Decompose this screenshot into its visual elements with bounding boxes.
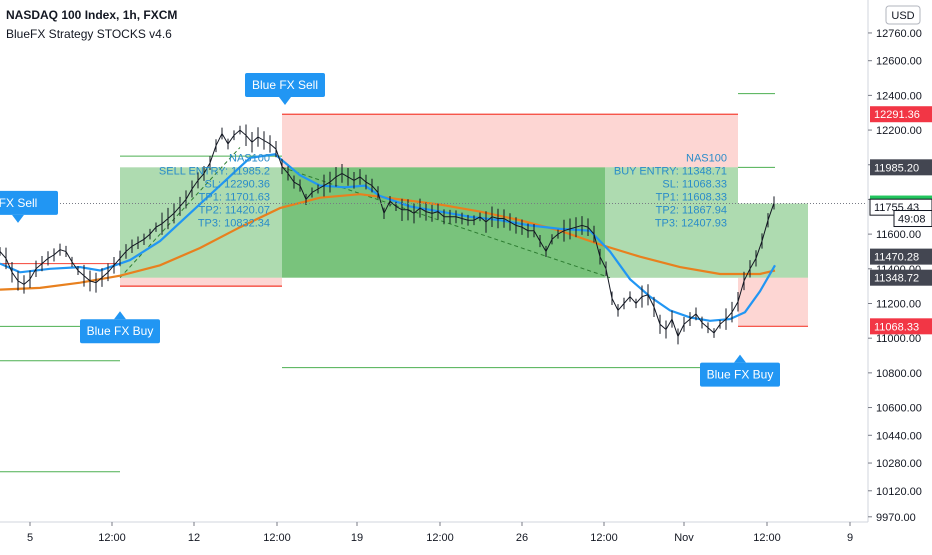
x-tick-label: 12:00 <box>426 532 454 544</box>
price-scale: 12760.0012600.0012400.0012200.0012000.00… <box>867 0 932 550</box>
y-tick-label: 12760.00 <box>876 28 922 40</box>
loss-zone-1 <box>282 114 738 168</box>
currency-box[interactable] <box>885 5 921 25</box>
currency-label: USD <box>891 10 914 22</box>
trade-info-line: TP1: 11701.63 <box>199 191 270 203</box>
blue-moving-average <box>0 153 776 322</box>
y-tick-label: 11600.00 <box>876 229 921 241</box>
trade-info-line: TP3: 10832.34 <box>198 217 270 229</box>
price-tag-label: 11348.72 <box>874 273 919 285</box>
signal-box[interactable] <box>0 190 58 215</box>
price-tag <box>870 318 932 335</box>
loss-zone-0 <box>120 277 282 287</box>
signal-pointer <box>12 214 24 223</box>
profit-zone-0 <box>120 167 282 278</box>
trade-info-line: SL: 12290.36 <box>205 178 270 190</box>
price-tag <box>870 159 932 176</box>
y-tick-label: 10280.00 <box>876 458 922 470</box>
trade-info-line: TP2: 11867.94 <box>656 204 727 216</box>
y-tick-label: 9970.00 <box>876 512 916 524</box>
signal-up[interactable]: Blue FX Buy <box>700 354 780 387</box>
x-tick-label: 12:00 <box>590 532 618 544</box>
y-tick-label: 10120.00 <box>876 486 922 498</box>
trade-info-line: SELL ENTRY: 11985.2 <box>159 165 270 177</box>
trade-info-line: TP1: 11608.33 <box>656 191 727 203</box>
signal-box[interactable] <box>700 362 780 387</box>
signal-pointer <box>734 354 746 363</box>
x-tick-label: Nov <box>674 532 694 544</box>
trade-info-line: SL: 11068.33 <box>662 178 727 190</box>
countdown-label: 49:08 <box>898 214 926 226</box>
trade-info-line: TP2: 11420.07 <box>199 204 270 216</box>
price-tag <box>870 248 932 265</box>
signal-pointer <box>114 311 126 320</box>
signal-text: FX Sell <box>0 196 37 210</box>
price-series <box>0 124 775 345</box>
indicator-title: BlueFX Strategy STOCKS v4.6 <box>6 27 172 41</box>
y-tick-label: 10600.00 <box>876 403 922 415</box>
y-tick-label: 12600.00 <box>876 56 922 68</box>
price-tag <box>870 269 932 286</box>
x-tick-label: 9 <box>847 532 853 544</box>
blue-ma-line <box>0 153 776 322</box>
trade-info-line: NAS100 <box>686 152 727 164</box>
y-tick-label: 12400.00 <box>876 90 922 102</box>
signal-down[interactable]: FX Sell <box>0 190 58 223</box>
signal-down[interactable]: Blue FX Sell <box>245 72 325 105</box>
x-tick-label: 12:00 <box>263 532 291 544</box>
signal-box[interactable] <box>80 319 160 344</box>
trade-info-line: BUY ENTRY: 11348.71 <box>614 165 727 177</box>
currency-button[interactable]: USD <box>885 5 921 25</box>
x-tick-label: 12 <box>188 532 200 544</box>
x-tick-label: 19 <box>351 532 363 544</box>
x-tick-label: 12:00 <box>98 532 126 544</box>
countdown-box <box>893 210 932 228</box>
price-tag <box>870 106 932 123</box>
signal-labels: Blue FX Sell FX Sell Blue FX Buy Blue FX Bu… <box>0 72 780 387</box>
signal-text: Blue FX Sell <box>252 78 318 92</box>
signal-up[interactable]: Blue FX Buy <box>80 311 160 344</box>
y-tick-label: 10440.00 <box>876 430 922 442</box>
y-tick-label: 12200.00 <box>876 125 922 137</box>
zone-fade <box>605 167 738 278</box>
loss-zone-2 <box>738 277 808 327</box>
y-tick-label: 11000.00 <box>876 333 921 345</box>
price-tag-label: 11068.33 <box>874 321 919 333</box>
price-tag-label: 11985.20 <box>874 162 919 174</box>
signal-text: Blue FX Buy <box>707 368 774 382</box>
trade-info-line: NAS100 <box>229 152 270 164</box>
orange-moving-average <box>0 193 776 291</box>
buy-guide-line <box>119 147 241 279</box>
time-scale-bg <box>0 522 932 550</box>
orange-ma-line <box>0 193 776 291</box>
signal-pointer <box>279 96 291 105</box>
x-tick-label: 26 <box>516 532 528 544</box>
x-tick-label: 5 <box>27 532 33 544</box>
time-scale: 5 12:00 12 12:00 19 12:00 26 12:00 Nov 12:00 9 <box>0 521 932 550</box>
y-tick-label: 10800.00 <box>876 368 922 380</box>
x-tick-label: 12:00 <box>753 532 781 544</box>
price-tag-label: 12291.36 <box>874 109 920 121</box>
y-tick-label: 11200.00 <box>876 298 921 310</box>
signal-text: Blue FX Buy <box>87 324 154 338</box>
symbol-title: NASDAQ 100 Index, 1h, FXCM <box>6 8 178 22</box>
signal-box[interactable] <box>245 72 325 97</box>
price-line <box>0 129 775 338</box>
price-tag-label: 11470.28 <box>874 252 919 264</box>
trade-info-line: TP3: 12407.93 <box>655 217 727 229</box>
